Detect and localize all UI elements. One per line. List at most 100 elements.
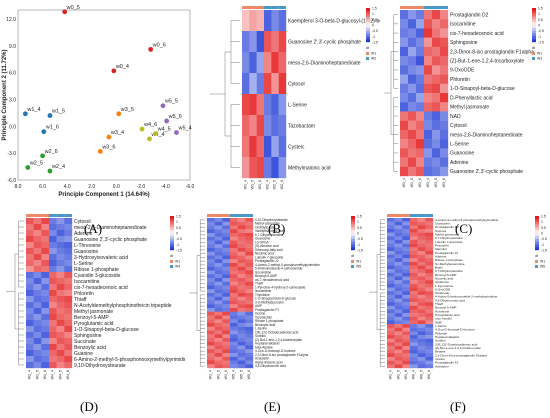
heatmap-cell: [394, 294, 403, 299]
heatmap-cell: [387, 236, 395, 241]
group-legend-swatch: [535, 260, 538, 263]
row-label: L-Serine: [255, 327, 267, 331]
heatmap-cell: [400, 56, 409, 66]
heatmap-cell: [432, 74, 441, 84]
color-scale-step: [535, 218, 539, 222]
heatmap-b: Kaempferol 3-O-beta-D-glucosyl-(1->2)-be…: [210, 6, 415, 189]
row-label: Heptanal alkaloid: [255, 342, 280, 346]
heatmap-cell: [222, 349, 231, 354]
heatmap-cell: [41, 272, 50, 279]
row-label: 10E,12Z-Octadecadienoic acid: [435, 342, 478, 346]
heatmap-cell: [214, 353, 223, 357]
color-scale-step: [366, 16, 370, 20]
group-legend-swatch: [532, 52, 535, 55]
x-tick-label: -2.0: [137, 184, 146, 190]
heatmap-cell: [49, 362, 57, 369]
color-scale-tick: 1.5: [541, 215, 546, 219]
heatmap-cell: [207, 240, 215, 245]
heatmap-cell: [222, 353, 231, 357]
heatmap-cell: [242, 94, 250, 116]
heatmap-cell: [424, 148, 433, 158]
heatmap-cell: [214, 274, 223, 279]
heatmap-cell: [230, 266, 238, 271]
heatmap-cell: [440, 10, 449, 20]
heatmap-cell: [408, 10, 417, 20]
row-label: meso-2,6-Diaminoheptanedioate: [288, 60, 361, 66]
heatmap-cell: [222, 308, 231, 312]
heatmap-cell: [207, 300, 215, 305]
row-label: meso-2,6-Diaminoheptanedioate: [450, 132, 523, 138]
heatmap-cell: [245, 255, 254, 260]
heatmap-cell: [237, 323, 246, 327]
heatmap-cell: [237, 236, 246, 241]
heatmap-cell: [416, 83, 425, 94]
heatmap-cell: [402, 283, 411, 288]
pca-scatter-plot: 8.0 6.0 4.0 2.0 0.0 -2.0 -4.0 -6.0 12.0 9.0 6.0 3.0…: [2, 5, 195, 198]
heatmap-cell: [49, 326, 57, 333]
color-scale-tick: 1: [541, 220, 543, 224]
heatmap-cell: [222, 300, 231, 305]
heatmap-cell: [207, 278, 215, 282]
row-label: Phloretin: [435, 331, 447, 335]
heatmap-cell: [64, 344, 73, 351]
data-point: [164, 118, 170, 124]
row-label: Prostaglandin F2: [435, 361, 459, 365]
x-tick-label: -6.0: [186, 184, 195, 190]
heatmap-cell: [402, 302, 411, 307]
heatmap-cell: [387, 294, 395, 299]
heatmap-cell: [214, 244, 223, 249]
row-label: 9-OxoODE: [450, 68, 475, 74]
heatmap-cell: [245, 274, 254, 279]
heatmap-cell: [222, 304, 231, 309]
heatmap-cell: [230, 300, 238, 305]
heatmap-cell: [387, 338, 395, 343]
heatmap-cell: [230, 308, 238, 312]
heatmap-cell: [387, 243, 395, 248]
heatmap-cell: [207, 285, 215, 290]
heatmap-cell: [56, 290, 65, 297]
heatmap-cell: [402, 243, 411, 248]
row-label: 5-Aminoimidazole-4-carboxamide: [255, 267, 302, 271]
row-label: 6-Amino-2-methyl-5-phosphonooxymethylpyr…: [74, 357, 185, 363]
heatmap-cell: [402, 258, 411, 263]
row-label: 9,10-Dihydroxystearate: [255, 218, 288, 222]
heatmap-cell: [417, 250, 426, 255]
heatmap-cell: [417, 232, 426, 237]
heatmap-cell: [432, 148, 441, 158]
heatmap-cell: [214, 334, 223, 339]
color-scale-step: [351, 233, 355, 237]
group-legend-swatch: [351, 260, 354, 263]
heatmap-cell: [207, 255, 215, 260]
heatmap-cell: [214, 233, 223, 237]
group-annotation-cell: [402, 214, 410, 217]
heatmap-cell: [245, 289, 254, 294]
panel-label-f: (F): [450, 399, 466, 414]
group-legend-swatch: [366, 52, 369, 55]
data-point: [153, 131, 159, 136]
heatmap-cell: [237, 270, 246, 275]
heatmap-cell: [410, 346, 418, 350]
heatmap-cell: [26, 290, 34, 297]
heatmap-cell: [394, 247, 403, 252]
heatmap-cell: [410, 287, 418, 292]
row-label: L-Kynurenine: [435, 284, 454, 288]
column-label: W1_5: [396, 370, 400, 379]
row-label: L-Serine: [74, 261, 93, 267]
heatmap-cell: [26, 350, 34, 357]
row-label: Benzoyl-5-AMP: [255, 274, 277, 278]
heatmap-cell: [237, 304, 246, 309]
heatmap-cell: [410, 269, 418, 274]
heatmap-cell: [49, 356, 57, 363]
heatmap-cell: [424, 65, 433, 75]
color-scale-step: [532, 16, 536, 20]
group-legend-entry: W3: [537, 57, 542, 61]
heatmap-cell: [33, 284, 42, 291]
heatmap-cell: [402, 342, 411, 347]
heatmap-cell: [230, 326, 238, 331]
group-legend-entry: W4: [175, 265, 180, 269]
row-label: Prostaglandin J2: [255, 259, 279, 263]
heatmap-cell: [245, 244, 254, 249]
heatmap-cell: [410, 316, 418, 321]
heatmap-cell: [64, 314, 73, 321]
color-scale-tick: 0: [538, 24, 540, 28]
